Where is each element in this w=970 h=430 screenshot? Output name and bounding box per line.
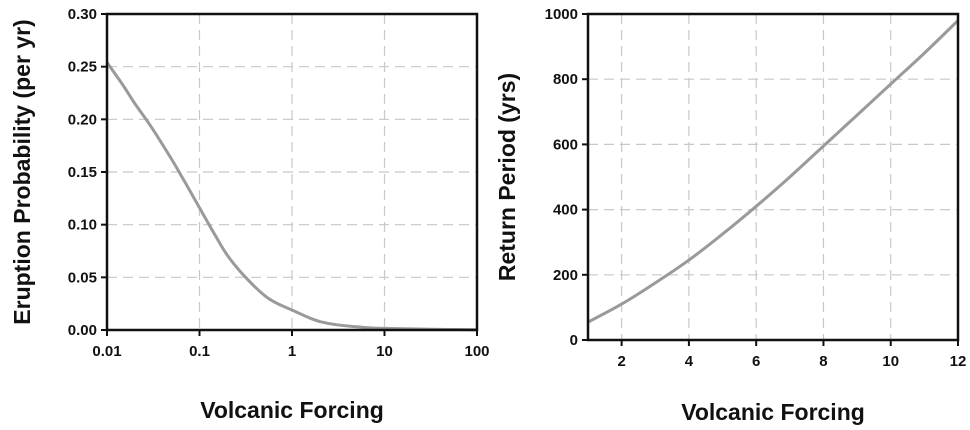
chart-return-period: 2 4 6 8 10 12 0 200 400 600 800 1000 Volcanic Forci… [494, 6, 966, 425]
x-tick-label: 4 [685, 353, 694, 370]
y-tick-label: 200 [553, 267, 578, 284]
x-axis-label: Volcanic Forcing [681, 399, 865, 425]
y-axis-label: Eruption Probability (per yr) [9, 19, 35, 324]
y-tick-label: 800 [553, 71, 578, 88]
y-axis-label: Return Period (yrs) [494, 73, 520, 281]
y-tick-label: 0 [570, 332, 578, 349]
y-tick-label: 0.20 [68, 111, 97, 128]
y-tick-label: 600 [553, 136, 578, 153]
y-tick-label: 0.00 [68, 322, 97, 339]
series-line [105, 61, 478, 332]
grid [107, 14, 477, 330]
grid [588, 14, 958, 340]
x-axis-label: Volcanic Forcing [200, 397, 384, 423]
x-tick-label: 0.01 [92, 343, 121, 360]
x-tick-label: 10 [882, 353, 899, 370]
x-tick-label: 6 [752, 353, 760, 370]
x-tick-label: 2 [617, 353, 625, 370]
x-tick-label: 10 [376, 343, 393, 360]
x-tick-label: 0.1 [189, 343, 210, 360]
series-line [587, 19, 960, 324]
y-tick-label: 0.05 [68, 269, 97, 286]
y-tick-label: 0.10 [68, 217, 97, 234]
y-tick-label: 1000 [545, 6, 578, 23]
plot-frame [586, 12, 960, 342]
x-tick-label: 100 [464, 343, 489, 360]
x-tick-label: 8 [819, 353, 827, 370]
ticks: 0.01 0.1 1 10 100 0.00 0.05 0.10 0.15 0.20 0.25 0.3… [68, 6, 490, 360]
chart-eruption-probability: 0.01 0.1 1 10 100 0.00 0.05 0.10 0.15 0.20 0.25 0.3… [9, 6, 490, 423]
x-tick-label: 12 [950, 353, 967, 370]
y-tick-label: 0.15 [68, 164, 97, 181]
y-tick-label: 0.30 [68, 6, 97, 23]
ticks: 2 4 6 8 10 12 0 200 400 600 800 1000 [545, 6, 967, 370]
y-tick-label: 0.25 [68, 59, 97, 76]
x-tick-label: 1 [288, 343, 296, 360]
y-tick-label: 400 [553, 202, 578, 219]
